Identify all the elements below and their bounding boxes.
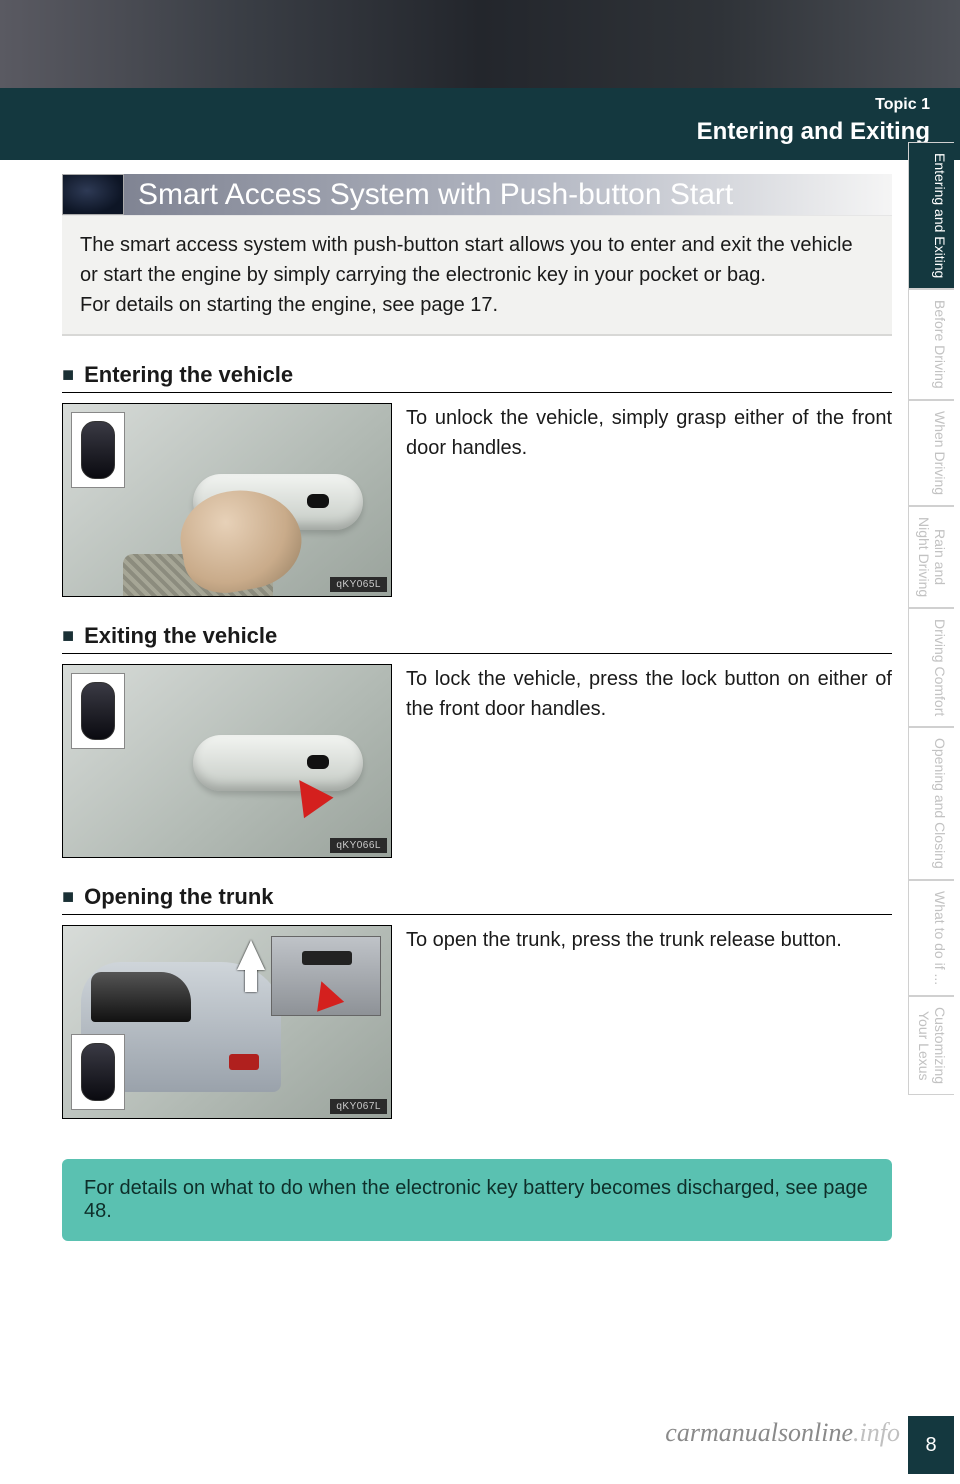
section-exiting: ■ Exiting the vehicle qKY066L To lock th… [62, 623, 892, 858]
page-title-bar: Smart Access System with Push-button Sta… [62, 174, 892, 216]
watermark-main: carmanualsonline [665, 1418, 853, 1447]
tab-rain-night[interactable]: Rain and Night Driving [908, 506, 954, 608]
tab-driving-comfort[interactable]: Driving Comfort [908, 608, 954, 727]
chapter-title: Entering and Exiting [0, 118, 930, 146]
side-tab-strip: Entering and Exiting Before Driving When… [908, 142, 954, 1095]
arrow-icon [308, 976, 344, 1011]
watermark: carmanualsonline.info [665, 1418, 900, 1448]
intro-box: The smart access system with push-button… [62, 216, 892, 336]
tab-before-driving[interactable]: Before Driving [908, 289, 954, 400]
figure-exiting: qKY066L [62, 664, 392, 858]
tab-entering-exiting[interactable]: Entering and Exiting [908, 142, 954, 289]
keyfob-icon [71, 673, 125, 749]
figure-entering: qKY065L [62, 403, 392, 597]
bullet-icon: ■ [62, 625, 74, 648]
section-body: To open the trunk, press the trunk relea… [406, 925, 892, 1119]
figure-tag: qKY066L [330, 838, 387, 853]
title-chip-icon [62, 174, 124, 215]
bullet-icon: ■ [62, 364, 74, 387]
section-heading: Entering the vehicle [84, 362, 293, 388]
tab-opening-closing[interactable]: Opening and Closing [908, 727, 954, 880]
note-text: For details on what to do when the elect… [84, 1177, 868, 1222]
door-handle-icon [193, 735, 363, 791]
section-body: To lock the vehicle, press the lock butt… [406, 664, 892, 858]
note-box: For details on what to do when the elect… [62, 1159, 892, 1241]
section-entering: ■ Entering the vehicle qKY065L To unlock… [62, 362, 892, 597]
figure-trunk: qKY067L [62, 925, 392, 1119]
figure-tag: qKY067L [330, 1099, 387, 1114]
figure-tag: qKY065L [330, 577, 387, 592]
section-trunk: ■ Opening the trunk qKY067L To open the … [62, 884, 892, 1119]
tab-what-to-do[interactable]: What to do if ... [908, 880, 954, 996]
up-arrow-icon [237, 940, 265, 970]
section-heading: Opening the trunk [84, 884, 273, 910]
section-heading: Exiting the vehicle [84, 623, 277, 649]
section-body: To unlock the vehicle, simply grasp eith… [406, 403, 892, 597]
keyfob-icon [71, 1034, 125, 1110]
topic-label: Topic 1 [0, 96, 930, 114]
header-photo-strip [0, 0, 960, 88]
tab-when-driving[interactable]: When Driving [908, 400, 954, 506]
main-content: Smart Access System with Push-button Sta… [62, 174, 892, 1241]
tab-customizing[interactable]: Customizing Your Lexus [908, 996, 954, 1095]
page-title: Smart Access System with Push-button Sta… [124, 174, 892, 215]
header-title-bar: Topic 1 Entering and Exiting [0, 88, 960, 160]
bullet-icon: ■ [62, 886, 74, 909]
trunk-button-inset [271, 936, 381, 1016]
intro-text: The smart access system with push-button… [80, 234, 853, 316]
watermark-suffix: .info [853, 1418, 900, 1447]
page-number: 8 [908, 1416, 954, 1474]
keyfob-icon [71, 412, 125, 488]
